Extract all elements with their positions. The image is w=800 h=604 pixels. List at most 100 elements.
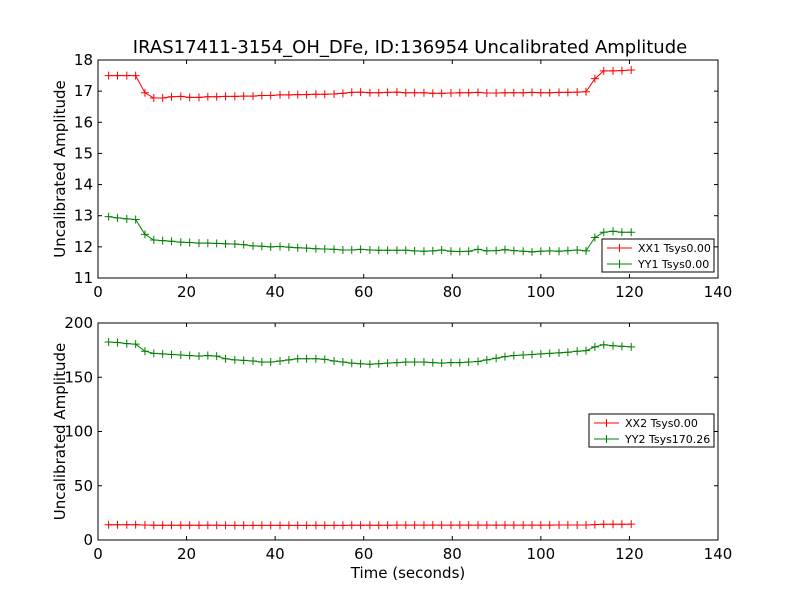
data-point xyxy=(464,358,473,367)
y-axis-label: Uncalibrated Amplitude xyxy=(51,343,69,520)
data-point xyxy=(176,92,185,101)
data-point xyxy=(149,349,158,358)
x-tick-label: 40 xyxy=(266,545,285,563)
data-point xyxy=(437,89,446,98)
data-point xyxy=(464,521,473,530)
data-point xyxy=(392,521,401,530)
data-point xyxy=(356,88,365,97)
data-point xyxy=(582,521,591,530)
series-2-1 xyxy=(104,520,636,530)
data-point xyxy=(203,521,212,530)
data-point xyxy=(365,88,374,97)
x-tick-label: 100 xyxy=(527,545,556,563)
data-point xyxy=(140,230,149,239)
data-point xyxy=(131,215,140,224)
data-point xyxy=(230,240,239,249)
data-point xyxy=(509,88,518,97)
data-point xyxy=(365,360,374,369)
data-point xyxy=(203,351,212,360)
data-point xyxy=(446,89,455,98)
data-point xyxy=(410,358,419,367)
data-point xyxy=(419,247,428,256)
data-point xyxy=(167,237,176,246)
data-point xyxy=(257,242,266,251)
data-point xyxy=(599,340,608,349)
x-tick-label: 20 xyxy=(177,545,196,563)
data-point xyxy=(194,352,203,361)
data-point xyxy=(545,521,554,530)
data-point xyxy=(194,93,203,102)
data-point xyxy=(473,245,482,254)
data-point xyxy=(257,358,266,367)
data-point xyxy=(113,520,122,529)
data-point xyxy=(158,93,167,102)
data-point xyxy=(599,66,608,75)
data-point xyxy=(185,93,194,102)
data-point xyxy=(176,238,185,247)
data-point xyxy=(276,242,285,251)
data-point xyxy=(302,90,311,99)
data-point xyxy=(239,92,248,101)
data-point xyxy=(573,88,582,97)
x-tick-label: 0 xyxy=(93,283,103,301)
data-point xyxy=(302,521,311,530)
data-point xyxy=(519,351,528,360)
data-point xyxy=(519,247,528,256)
data-point xyxy=(167,521,176,530)
data-point xyxy=(158,521,167,530)
x-tick-label: 100 xyxy=(527,283,556,301)
data-point xyxy=(239,356,248,365)
data-point xyxy=(374,359,383,368)
data-point xyxy=(410,88,419,97)
data-point xyxy=(627,520,636,529)
data-point xyxy=(320,355,329,364)
data-point xyxy=(446,521,455,530)
y-tick-label: 14 xyxy=(74,176,93,194)
data-point xyxy=(104,212,113,221)
data-point xyxy=(131,520,140,529)
data-point xyxy=(555,521,564,530)
data-point xyxy=(330,356,339,365)
x-tick-label: 20 xyxy=(177,283,196,301)
data-point xyxy=(221,354,230,363)
data-point xyxy=(249,92,257,101)
data-point xyxy=(293,243,302,252)
data-point xyxy=(113,338,122,347)
data-point xyxy=(519,521,528,530)
data-point xyxy=(276,356,285,365)
data-point xyxy=(599,520,608,529)
legend-marker xyxy=(615,244,624,252)
data-point xyxy=(122,339,131,348)
data-point xyxy=(284,355,293,364)
data-point xyxy=(428,358,437,367)
data-point xyxy=(374,88,383,97)
data-point xyxy=(500,352,509,361)
data-point xyxy=(573,347,582,356)
data-point xyxy=(374,521,383,530)
data-point xyxy=(230,521,239,530)
data-point xyxy=(347,521,356,530)
data-point xyxy=(528,88,536,97)
data-point xyxy=(239,240,248,249)
y-tick-label: 100 xyxy=(64,423,93,441)
legend: XX1 Tsys0.00 YY1 Tsys0.00 xyxy=(601,238,715,273)
data-point xyxy=(437,245,446,254)
data-point xyxy=(347,245,356,254)
data-point xyxy=(302,244,311,253)
x-tick-label: 140 xyxy=(704,545,733,563)
data-point xyxy=(599,228,608,237)
x-tick-label: 80 xyxy=(443,283,462,301)
data-point xyxy=(582,246,591,255)
data-point xyxy=(293,90,302,99)
data-point xyxy=(509,521,518,530)
data-point xyxy=(590,233,599,242)
data-point xyxy=(140,521,149,530)
data-point xyxy=(563,348,572,357)
legend-label: YY1 Tsys0.00 xyxy=(637,258,709,271)
data-point xyxy=(276,90,285,99)
data-point xyxy=(320,245,329,254)
data-point xyxy=(203,92,212,101)
legend-label: XX1 Tsys0.00 xyxy=(638,242,711,255)
y-tick-label: 0 xyxy=(83,531,93,549)
